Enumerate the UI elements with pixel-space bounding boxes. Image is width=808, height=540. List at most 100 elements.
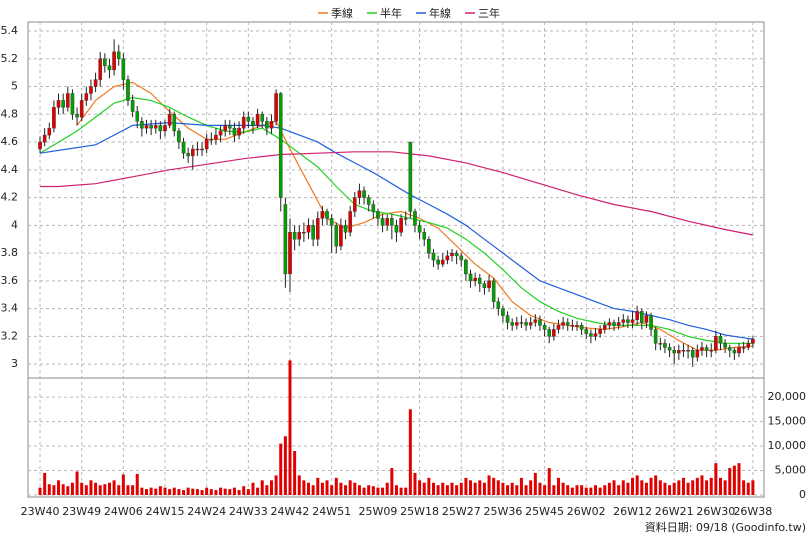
x-tick-label: 24W06	[104, 505, 143, 518]
candle-body	[454, 252, 459, 257]
volume-bar	[186, 487, 190, 495]
candle-body	[181, 141, 186, 154]
candle-body	[658, 343, 663, 345]
candle-body	[700, 347, 704, 351]
candle-body	[218, 130, 223, 136]
volume-bar	[357, 485, 361, 495]
candle-body	[473, 277, 477, 282]
candle-body	[575, 325, 579, 327]
volume-bar	[223, 488, 227, 495]
candle-body	[584, 329, 589, 334]
y-tick-label: 4.6	[1, 135, 19, 148]
volume-bar	[311, 485, 315, 495]
volume-bar	[478, 480, 482, 495]
volume-bar	[431, 482, 435, 495]
candle-body	[153, 125, 158, 129]
candle-body	[436, 259, 440, 265]
candle-body	[288, 232, 292, 275]
volume-bar	[38, 487, 42, 495]
volume-bar	[288, 360, 292, 495]
candle-body	[556, 325, 561, 330]
volume-bar	[418, 480, 422, 495]
candle-body	[709, 350, 714, 352]
volume-bar	[172, 487, 176, 495]
volume-bar	[594, 485, 598, 495]
candle-body	[459, 255, 464, 261]
candle-body	[140, 121, 144, 129]
volume-bar	[436, 485, 440, 495]
candle-body	[528, 322, 533, 326]
candle-body	[746, 343, 751, 348]
volume-bar	[737, 463, 741, 495]
volume-bar	[515, 485, 519, 495]
volume-bar	[607, 482, 611, 495]
candle-body	[79, 100, 84, 118]
volume-bar	[265, 485, 269, 495]
volume-bar	[307, 482, 311, 495]
candle-body	[130, 100, 135, 112]
candle-body	[89, 86, 93, 94]
volume-bar	[672, 482, 676, 495]
candle-body	[38, 141, 42, 150]
candle-body	[677, 350, 681, 354]
volume-bar	[117, 485, 121, 495]
candle-body	[190, 148, 195, 157]
volume-bar	[232, 487, 236, 495]
candle-body	[371, 204, 376, 212]
x-tick-label: 26W38	[733, 505, 772, 518]
candle-body	[427, 239, 431, 254]
candle-body	[390, 218, 394, 226]
candle-body	[144, 125, 149, 129]
volume-bar	[381, 487, 385, 495]
volume-bar	[473, 482, 477, 495]
candle-body	[260, 114, 265, 122]
volume-bar	[376, 487, 380, 495]
volume-bar	[140, 487, 144, 495]
volume-bar	[464, 477, 468, 495]
volume-bar	[52, 485, 56, 495]
volume-bar	[279, 443, 283, 495]
volume-bar	[566, 485, 570, 495]
volume-bar	[385, 482, 389, 495]
volume-bar	[501, 482, 505, 495]
candle-body	[639, 311, 644, 323]
volume-bar	[205, 487, 209, 495]
volume-bar	[552, 485, 556, 495]
candle-body	[686, 350, 690, 352]
candle-body	[718, 336, 723, 344]
volume-bar	[214, 490, 218, 495]
volume-bar	[256, 487, 260, 495]
candle-body	[408, 141, 413, 212]
y-tick-label: 5.4	[1, 24, 19, 37]
volume-bar	[158, 486, 162, 495]
volume-bar	[570, 487, 574, 495]
volume-bar	[367, 485, 371, 495]
candle-body	[496, 301, 501, 309]
y-tick-label: 3.8	[1, 246, 19, 259]
volume-bar	[112, 480, 116, 495]
candle-body	[366, 197, 371, 205]
y-tick-label: 4.2	[1, 191, 19, 204]
candle-body	[343, 225, 348, 233]
legend-label: 年線	[429, 6, 451, 20]
candle-body	[329, 218, 334, 226]
volume-bar	[195, 489, 199, 495]
candle-body	[663, 343, 667, 348]
volume-bar	[469, 480, 473, 495]
volume-bar	[584, 487, 588, 495]
candle-body	[501, 308, 505, 316]
volume-bar	[228, 489, 232, 495]
y-tick-label: 4	[11, 218, 18, 231]
candle-body	[649, 315, 653, 330]
y2-tick-label: 5,000	[775, 464, 807, 477]
volume-bar	[691, 480, 695, 495]
volume-bar	[422, 482, 426, 495]
volume-bar	[98, 485, 102, 495]
candle-body	[394, 225, 399, 233]
volume-bar	[47, 484, 51, 495]
candle-body	[704, 347, 709, 351]
y-tick-label: 4.4	[1, 163, 19, 176]
candle-body	[380, 218, 385, 226]
volume-bar	[718, 477, 722, 495]
volume-bar	[89, 480, 93, 495]
